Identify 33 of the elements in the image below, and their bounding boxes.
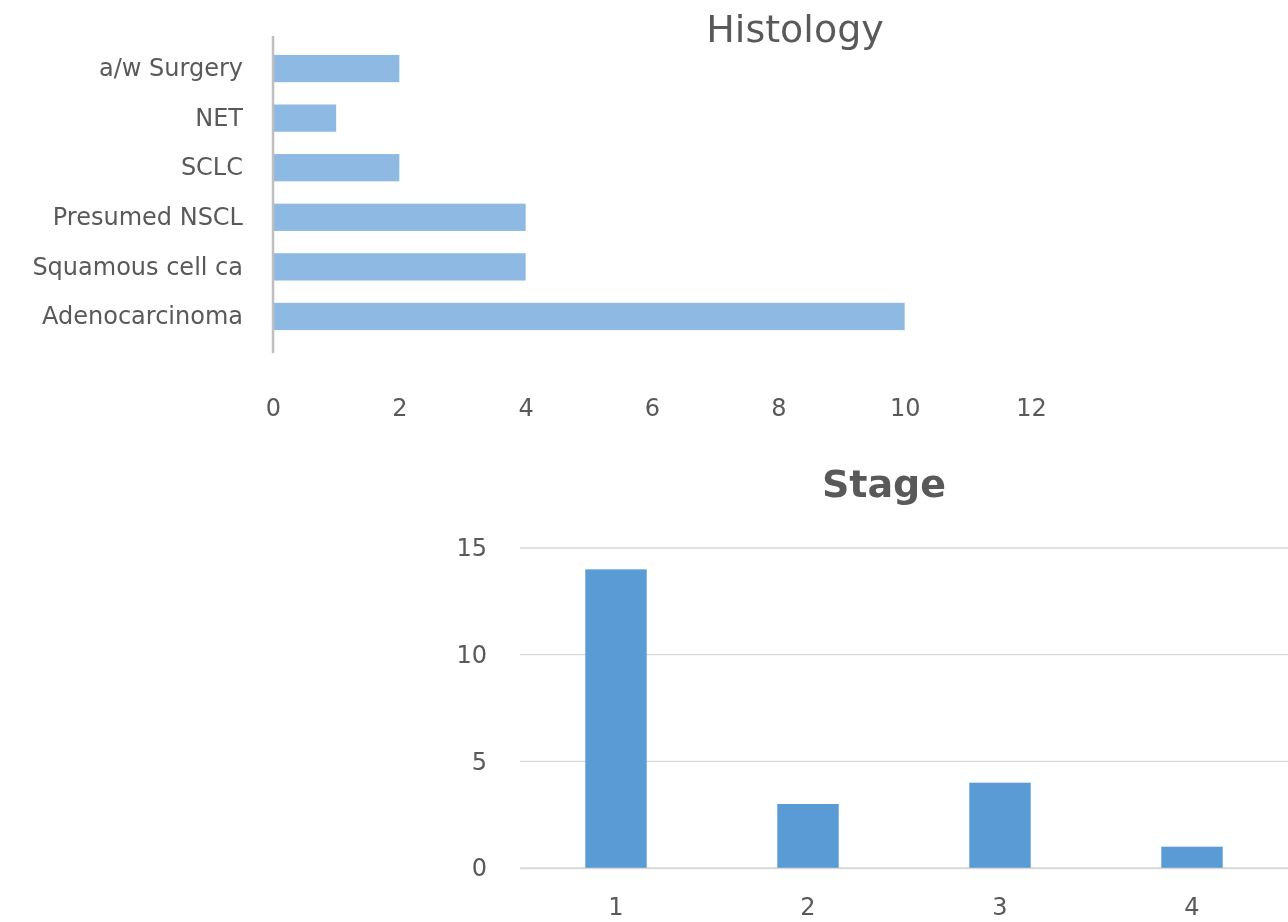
- y-tick-label: 10: [456, 640, 487, 669]
- y-tick-label: 15: [456, 534, 487, 563]
- y-tick-label: Squamous cell ca: [32, 252, 243, 281]
- x-tick-label: 2: [800, 893, 816, 922]
- y-tick-label: NET: [195, 103, 244, 132]
- x-tick-label: 1: [608, 893, 624, 922]
- x-tick-label: 4: [1184, 893, 1200, 922]
- y-tick-label: a/w Surgery: [98, 54, 243, 83]
- y-tick-label: Presumed NSCL: [52, 202, 244, 231]
- x-tick-label: 12: [1016, 394, 1047, 423]
- bar: [273, 154, 400, 182]
- x-tick-label: 8: [771, 394, 787, 423]
- y-tick-label: 0: [471, 854, 487, 883]
- y-tick-label: 5: [471, 747, 487, 776]
- bar: [273, 104, 337, 132]
- bar: [273, 203, 526, 231]
- chart-title: Stage: [821, 462, 947, 506]
- bar: [1161, 846, 1223, 868]
- chart-title: Histology: [706, 7, 884, 51]
- x-tick-label: 3: [992, 893, 1008, 922]
- x-tick-label: 10: [889, 394, 921, 423]
- y-tick-label: SCLC: [180, 153, 243, 182]
- bar: [273, 54, 400, 83]
- bar: [969, 782, 1031, 868]
- x-tick-label: 0: [265, 394, 282, 423]
- bar: [273, 302, 905, 331]
- x-tick-label: 4: [518, 394, 534, 423]
- x-tick-label: 2: [392, 394, 408, 423]
- bar: [585, 569, 647, 868]
- x-tick-label: 6: [644, 394, 661, 423]
- bar: [273, 253, 526, 281]
- bar: [777, 804, 839, 868]
- y-tick-label: Adenocarcinoma: [42, 302, 243, 331]
